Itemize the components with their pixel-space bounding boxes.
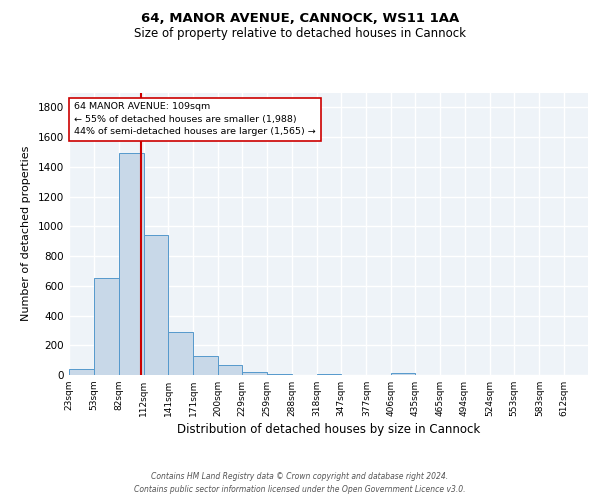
Text: Contains HM Land Registry data © Crown copyright and database right 2024.
Contai: Contains HM Land Registry data © Crown c…: [134, 472, 466, 494]
Bar: [391, 373, 415, 375]
Bar: [94, 278, 119, 375]
Text: 64, MANOR AVENUE, CANNOCK, WS11 1AA: 64, MANOR AVENUE, CANNOCK, WS11 1AA: [141, 12, 459, 26]
Bar: [218, 366, 242, 375]
Text: 64 MANOR AVENUE: 109sqm
← 55% of detached houses are smaller (1,988)
44% of semi: 64 MANOR AVENUE: 109sqm ← 55% of detache…: [74, 102, 316, 136]
Bar: [317, 374, 341, 375]
Text: Size of property relative to detached houses in Cannock: Size of property relative to detached ho…: [134, 28, 466, 40]
Bar: [168, 332, 193, 375]
Bar: [69, 369, 94, 375]
Bar: [119, 154, 144, 375]
Bar: [144, 235, 168, 375]
X-axis label: Distribution of detached houses by size in Cannock: Distribution of detached houses by size …: [177, 423, 480, 436]
Bar: [242, 372, 267, 375]
Y-axis label: Number of detached properties: Number of detached properties: [21, 146, 31, 322]
Bar: [193, 356, 218, 375]
Bar: [267, 374, 292, 375]
